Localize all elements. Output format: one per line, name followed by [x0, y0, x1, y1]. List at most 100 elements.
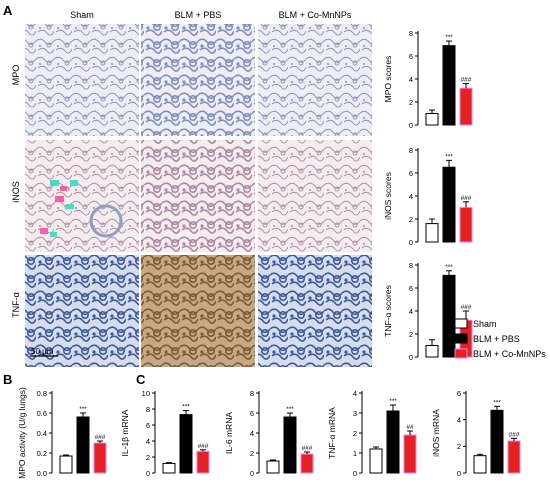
- bar: [386, 410, 400, 474]
- significance-label: ***: [182, 404, 190, 411]
- significance-label: ###: [461, 195, 472, 202]
- row-label-mpo: MPO: [11, 65, 21, 86]
- y-tick-label: 8: [146, 405, 150, 414]
- y-tick-label: 6: [409, 169, 413, 178]
- y-tick-label: 4: [409, 75, 413, 84]
- y-tick-label: 8: [250, 389, 254, 398]
- micrograph-tnf-sham: [25, 255, 139, 367]
- scale-bar-label: 50 μm: [31, 347, 54, 356]
- y-tick-label: 0: [353, 469, 357, 478]
- y-tick-label: 0.8: [37, 389, 47, 398]
- micrograph-mpo-sham: [25, 24, 139, 136]
- chart-mpo-activity: 0.0 0.2 0.4 0.6 0.8 MPO activity (U/g lungs) *…: [17, 387, 107, 479]
- bar: [473, 455, 487, 474]
- inos-stain-markers: [40, 180, 123, 238]
- micrograph-inos-blm-conps: [258, 140, 372, 252]
- y-tick-label: 4: [409, 307, 413, 316]
- y-tick-label: 6: [409, 284, 413, 293]
- y-tick-label: 6: [250, 409, 254, 418]
- y-tick-label: 4: [457, 415, 461, 424]
- y-tick-label: 0: [409, 121, 413, 130]
- legend-swatch-sham: [454, 318, 468, 329]
- bar: [425, 113, 439, 126]
- bar: [403, 434, 417, 474]
- y-tick-label: 4: [353, 389, 357, 398]
- bar: [283, 416, 297, 474]
- chart-mpo-scores: 0 2 4 6 8 MPO scores *** ###: [383, 29, 473, 130]
- bar: [59, 455, 73, 474]
- y-tick-label: 0: [457, 469, 461, 478]
- y-tick-label: 2: [353, 429, 357, 438]
- y-axis-label: IL-1β mRNA: [120, 409, 130, 456]
- panel-label-b: B: [3, 372, 12, 387]
- y-tick-label: 4: [250, 429, 254, 438]
- y-tick-label: 6: [146, 421, 150, 430]
- significance-label: ###: [461, 304, 472, 311]
- y-tick-label: 0: [409, 353, 413, 362]
- legend-swatch-blm-conps: [454, 348, 468, 359]
- significance-label: ###: [509, 431, 520, 438]
- bar: [162, 462, 176, 474]
- stain-marker: [60, 186, 67, 191]
- histology-grid: Sham BLM + PBS BLM + Co-MnNPs MPO iNOS T…: [11, 10, 372, 367]
- y-tick-label: 8: [409, 146, 413, 155]
- significance-label: ***: [445, 264, 453, 271]
- y-tick-label: 0.0: [37, 469, 47, 478]
- y-tick-label: 10: [142, 389, 150, 398]
- y-tick-label: 6: [409, 52, 413, 61]
- chart-il6-mrna: 0 2 4 6 8 IL-6 mRNA *** ###: [224, 389, 314, 478]
- stain-marker: [70, 180, 78, 186]
- significance-label: ###: [198, 443, 209, 450]
- significance-label: ###: [302, 445, 313, 452]
- scale-bar: 50 μm: [30, 347, 58, 357]
- bar: [442, 166, 456, 243]
- bar: [369, 448, 383, 474]
- y-tick-label: 2: [409, 215, 413, 224]
- y-tick-label: 1: [353, 449, 357, 458]
- y-tick-label: 2: [409, 98, 413, 107]
- y-tick-label: 2: [146, 453, 150, 462]
- significance-label: ***: [445, 153, 453, 160]
- bar: [459, 207, 473, 243]
- bar: [425, 345, 439, 358]
- bar: [442, 45, 456, 126]
- y-tick-label: 2: [250, 449, 254, 458]
- y-tick-label: 6: [457, 389, 461, 398]
- y-tick-label: 3: [353, 409, 357, 418]
- stain-marker: [55, 196, 64, 202]
- bar: [459, 87, 473, 126]
- row-label-inos: iNOS: [11, 181, 21, 203]
- stain-marker: [50, 232, 57, 237]
- y-tick-label: 4: [146, 437, 150, 446]
- y-tick-label: 2: [457, 442, 461, 451]
- micrograph-inos-sham: [25, 140, 139, 252]
- y-tick-label: 0.4: [37, 429, 47, 438]
- panel-label-a: A: [3, 3, 13, 18]
- bar: [490, 409, 504, 474]
- y-tick-label: 0.6: [37, 409, 47, 418]
- chart-tnf-scores: 0 2 4 6 8 TNF-α scores *** ###: [383, 261, 473, 362]
- y-tick-label: 0.2: [37, 449, 47, 458]
- bar: [76, 416, 90, 474]
- chart-inos-mrna: 0 2 4 6 iNOS mRNA *** ###: [431, 389, 521, 478]
- micrograph-mpo-blm-conps: [258, 24, 372, 136]
- significance-label: ***: [79, 406, 87, 413]
- bar: [196, 450, 210, 474]
- bar: [442, 274, 456, 358]
- significance-label: ***: [286, 406, 294, 413]
- stain-marker: [66, 204, 74, 209]
- column-header-blm-pbs: BLM + PBS: [175, 10, 222, 20]
- y-tick-label: 4: [409, 192, 413, 201]
- airway-cross-section: [89, 204, 123, 238]
- legend-swatch-blm-pbs: [454, 333, 468, 344]
- bar: [93, 442, 107, 474]
- significance-label: ***: [493, 399, 501, 406]
- panel-label-c: C: [136, 372, 146, 387]
- chart-inos-scores: 0 2 4 6 8 iNOS scores *** ###: [383, 146, 473, 247]
- y-tick-label: 8: [409, 261, 413, 270]
- bar: [266, 460, 280, 474]
- y-axis-label: TNF-α scores: [383, 285, 393, 337]
- y-axis-label: MPO scores: [383, 56, 393, 103]
- micrograph-tnf-blm-pbs: [141, 255, 255, 367]
